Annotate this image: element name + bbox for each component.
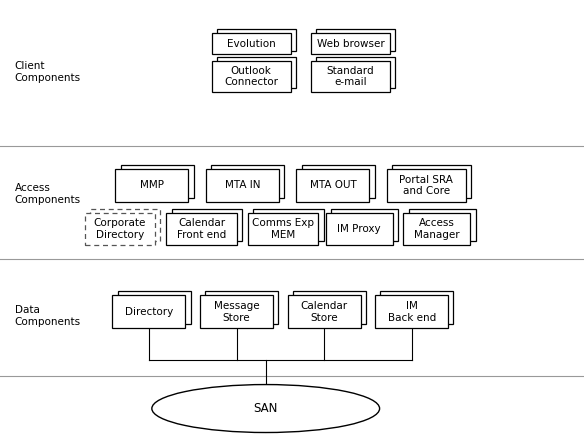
FancyBboxPatch shape bbox=[392, 165, 471, 198]
Text: MMP: MMP bbox=[140, 181, 164, 190]
FancyBboxPatch shape bbox=[381, 292, 453, 324]
FancyBboxPatch shape bbox=[120, 165, 193, 198]
FancyBboxPatch shape bbox=[200, 296, 273, 328]
FancyBboxPatch shape bbox=[115, 169, 188, 201]
Text: Access
Manager: Access Manager bbox=[414, 218, 460, 240]
FancyBboxPatch shape bbox=[317, 29, 395, 51]
FancyBboxPatch shape bbox=[403, 213, 470, 245]
FancyBboxPatch shape bbox=[287, 296, 360, 328]
Text: MTA IN: MTA IN bbox=[225, 181, 260, 190]
Text: Comms Exp
MEM: Comms Exp MEM bbox=[252, 218, 314, 240]
FancyBboxPatch shape bbox=[408, 209, 475, 242]
FancyBboxPatch shape bbox=[387, 169, 466, 201]
FancyBboxPatch shape bbox=[217, 29, 296, 51]
FancyBboxPatch shape bbox=[301, 165, 375, 198]
Text: Data
Components: Data Components bbox=[15, 305, 81, 327]
FancyBboxPatch shape bbox=[85, 213, 155, 245]
FancyBboxPatch shape bbox=[248, 213, 318, 245]
FancyBboxPatch shape bbox=[206, 169, 279, 201]
Text: IM
Back end: IM Back end bbox=[388, 301, 436, 323]
FancyBboxPatch shape bbox=[112, 296, 186, 328]
Text: Access
Components: Access Components bbox=[15, 183, 81, 205]
FancyBboxPatch shape bbox=[293, 292, 366, 324]
Text: Corporate
Directory: Corporate Directory bbox=[93, 218, 146, 240]
FancyBboxPatch shape bbox=[117, 292, 190, 324]
FancyBboxPatch shape bbox=[311, 33, 390, 54]
FancyBboxPatch shape bbox=[326, 213, 392, 245]
FancyBboxPatch shape bbox=[311, 61, 390, 92]
FancyBboxPatch shape bbox=[317, 57, 395, 88]
FancyBboxPatch shape bbox=[206, 292, 278, 324]
Text: Outlook
Connector: Outlook Connector bbox=[224, 65, 278, 87]
Text: Message
Store: Message Store bbox=[214, 301, 259, 323]
Text: MTA OUT: MTA OUT bbox=[310, 181, 356, 190]
Text: Calendar
Front end: Calendar Front end bbox=[177, 218, 226, 240]
FancyBboxPatch shape bbox=[90, 209, 160, 242]
Text: Directory: Directory bbox=[125, 307, 173, 317]
Text: Evolution: Evolution bbox=[227, 39, 276, 48]
Text: Client
Components: Client Components bbox=[15, 61, 81, 83]
FancyBboxPatch shape bbox=[375, 296, 449, 328]
Text: SAN: SAN bbox=[253, 402, 278, 415]
Text: Web browser: Web browser bbox=[317, 39, 384, 48]
FancyBboxPatch shape bbox=[172, 209, 242, 242]
Text: IM Proxy: IM Proxy bbox=[338, 224, 381, 234]
Text: Portal SRA
and Core: Portal SRA and Core bbox=[399, 174, 453, 196]
FancyBboxPatch shape bbox=[211, 33, 291, 54]
Ellipse shape bbox=[152, 385, 380, 433]
Text: Calendar
Store: Calendar Store bbox=[301, 301, 347, 323]
Text: Standard
e-mail: Standard e-mail bbox=[326, 65, 374, 87]
FancyBboxPatch shape bbox=[331, 209, 398, 242]
FancyBboxPatch shape bbox=[211, 61, 291, 92]
FancyBboxPatch shape bbox=[253, 209, 324, 242]
FancyBboxPatch shape bbox=[166, 213, 237, 245]
FancyBboxPatch shape bbox=[211, 165, 284, 198]
FancyBboxPatch shape bbox=[296, 169, 369, 201]
FancyBboxPatch shape bbox=[217, 57, 296, 88]
